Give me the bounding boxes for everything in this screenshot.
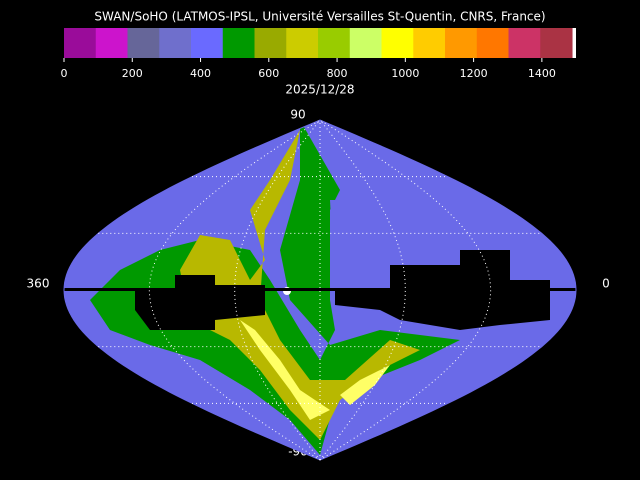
colorbar-tick-label: 200 bbox=[122, 67, 143, 80]
meridian bbox=[319, 119, 492, 461]
meridian bbox=[148, 119, 321, 461]
colorbar-swatch bbox=[191, 28, 224, 58]
colorbar-swatch bbox=[508, 28, 541, 58]
lon-label: 0 bbox=[602, 277, 610, 291]
meridian bbox=[234, 119, 321, 461]
colorbar-swatch bbox=[159, 28, 192, 58]
emission-region bbox=[240, 320, 330, 420]
colorbar-tick-label: 1200 bbox=[460, 67, 488, 80]
colorbar-swatch bbox=[127, 28, 160, 58]
colorbar-swatch bbox=[286, 28, 319, 58]
emission-region bbox=[340, 365, 390, 405]
lat-label: 90 bbox=[290, 108, 305, 122]
colorbar-swatch bbox=[381, 28, 414, 58]
colorbar-swatch bbox=[64, 28, 97, 58]
colorbar-swatch bbox=[476, 28, 510, 58]
colorbar-tick-label: 400 bbox=[190, 67, 211, 80]
colorbar-swatch bbox=[222, 28, 256, 58]
colorbar-tick-label: 1000 bbox=[391, 67, 419, 80]
meridian bbox=[319, 119, 406, 461]
colorbar-swatch bbox=[540, 28, 573, 58]
colorbar-swatch bbox=[254, 28, 287, 58]
colorbar-swatch bbox=[318, 28, 351, 58]
colorbar-swatch bbox=[95, 28, 129, 58]
colorbar-swatch bbox=[413, 28, 446, 58]
colorbar-swatch bbox=[445, 28, 478, 58]
title: SWAN/SoHO (LATMOS-IPSL, Université Versa… bbox=[94, 10, 545, 24]
graticule bbox=[63, 119, 577, 461]
colorbar-tick-label: 1400 bbox=[528, 67, 556, 80]
sky-region bbox=[330, 200, 380, 300]
colorbar-tick-label: 600 bbox=[258, 67, 279, 80]
ecliptic-gap bbox=[64, 288, 576, 291]
date: 2025/12/28 bbox=[285, 83, 354, 97]
colorbar-tick-label: 800 bbox=[327, 67, 348, 80]
colorbar-swatch bbox=[349, 28, 383, 58]
colorbar-tick-label: 0 bbox=[61, 67, 68, 80]
lon-label: 360 bbox=[27, 277, 50, 291]
